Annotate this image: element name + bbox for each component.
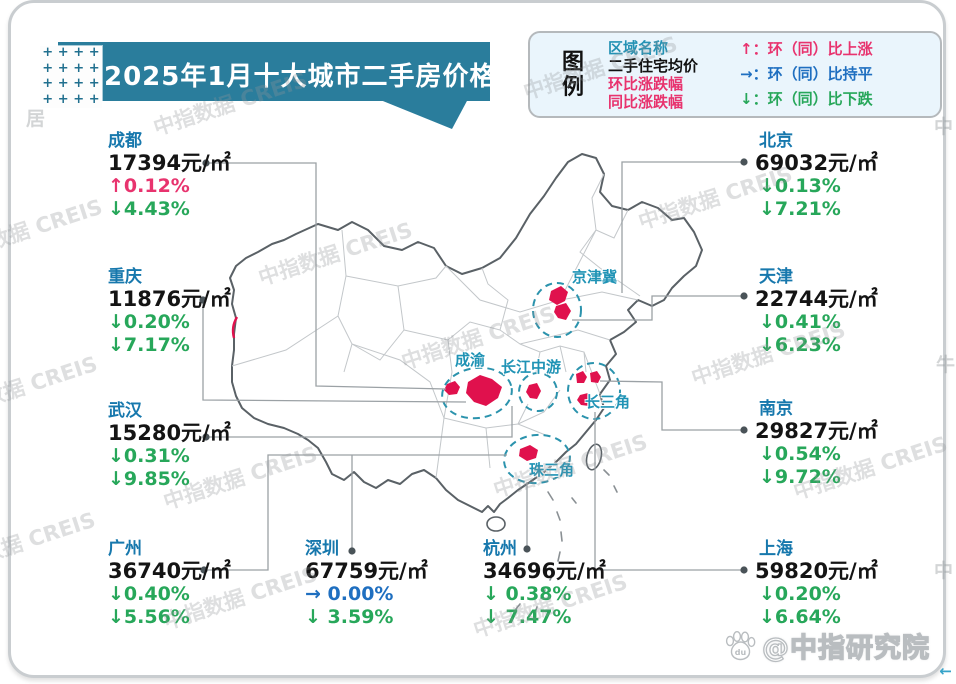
city-yoy: ↓6.23% xyxy=(759,334,841,356)
city-price: 22744元/㎡ xyxy=(755,287,878,311)
city-yoy: ↓ 3.59% xyxy=(305,606,394,628)
legend-field-yoy: 同比涨跌幅 xyxy=(608,92,684,111)
city-mom: ↓0.54% xyxy=(759,443,841,465)
region-label-changjiangzhongyou: 长江中游 xyxy=(501,358,562,376)
legend-field-price: 二手住宅均价 xyxy=(608,56,699,75)
city-block-chengdu: 成都 17394元/㎡ ↑0.12% ↓4.43% xyxy=(108,131,231,221)
city-block-beijing: 北京 69032元/㎡ ↓0.13% ↓7.21% xyxy=(755,131,878,221)
city-price: 29827元/㎡ xyxy=(755,419,878,443)
city-yoy: ↓7.21% xyxy=(759,198,841,220)
city-mom: ↓0.20% xyxy=(108,311,190,333)
city-name: 深圳 xyxy=(305,539,339,559)
city-block-chongqing: 重庆 11876元/㎡ ↓0.20% ↓7.17% xyxy=(108,267,231,357)
south-sea-islands xyxy=(515,469,618,616)
legend-key-up: ↑：环（同）比上涨 xyxy=(740,40,873,58)
legend-field-region: 区域名称 xyxy=(608,38,669,57)
city-price: 59820元/㎡ xyxy=(755,559,878,583)
city-yoy: ↓5.56% xyxy=(108,606,190,628)
hainan-island xyxy=(486,516,506,532)
legend-key-flat: →：环（同）比持平 xyxy=(740,65,873,83)
city-block-hangzhou: 杭州 34696元/㎡ ↓ 0.38% ↓ 7.47% xyxy=(483,539,606,629)
connector-dots xyxy=(199,158,748,574)
city-mom: ↓ 0.38% xyxy=(483,583,572,605)
city-price: 17394元/㎡ xyxy=(108,151,231,175)
city-price: 69032元/㎡ xyxy=(755,151,878,175)
city-mom: ↓0.40% xyxy=(108,583,190,605)
city-block-wuhan: 武汉 15280元/㎡ ↓0.31% ↓9.85% xyxy=(108,401,231,491)
paw-du-label: du xyxy=(735,648,747,657)
legend-fields: 区域名称 二手住宅均价 环比涨跌幅 同比涨跌幅 xyxy=(608,39,740,111)
region-label-zhusanjiao: 珠三角 xyxy=(529,461,575,479)
city-yoy: ↓6.64% xyxy=(759,606,841,628)
title-banner-tail xyxy=(378,99,468,129)
legend-keys: ↑：环（同）比上涨 →：环（同）比持平 ↓：环（同）比下跌 xyxy=(740,37,873,112)
city-mom: ↑0.12% xyxy=(108,175,190,197)
region-label-changsanjiao: 长三角 xyxy=(585,393,631,411)
city-block-shenzhen: 深圳 67759元/㎡ → 0.00% ↓ 3.59% xyxy=(305,539,428,629)
city-name: 北京 xyxy=(759,131,793,151)
corner-arrow-icon: ← xyxy=(939,662,952,680)
city-name: 上海 xyxy=(759,539,793,559)
region-label-jingjinji: 京津冀 xyxy=(572,268,618,286)
city-yoy: ↓ 7.47% xyxy=(483,606,572,628)
plus-decoration: + + + + + + + + + + + + + + + + xyxy=(40,46,102,108)
city-mom: ↓0.31% xyxy=(108,445,190,467)
china-outline xyxy=(229,153,703,513)
city-mom: ↓0.20% xyxy=(759,583,841,605)
region-label-chengyu: 成渝 xyxy=(455,351,486,369)
city-name: 南京 xyxy=(759,399,793,419)
city-name: 武汉 xyxy=(108,401,142,421)
city-mom: → 0.00% xyxy=(305,583,394,605)
page-title: 2025年1月十大城市二手房价格地图 xyxy=(104,62,551,92)
legend-box: 图例 区域名称 二手住宅均价 环比涨跌幅 同比涨跌幅 ↑：环（同）比上涨 →：环… xyxy=(528,31,942,118)
city-mom: ↓0.41% xyxy=(759,311,841,333)
attribution: du @中指研究院 xyxy=(724,626,930,665)
city-price: 34696元/㎡ xyxy=(483,559,606,583)
cluster-ellipses xyxy=(441,282,621,485)
province-borders xyxy=(231,173,641,479)
city-name: 天津 xyxy=(759,267,793,287)
baidu-paw-icon: du xyxy=(725,630,756,660)
city-price: 67759元/㎡ xyxy=(305,559,428,583)
city-yoy: ↓4.43% xyxy=(108,198,190,220)
label-connectors xyxy=(202,161,744,571)
attribution-handle: @中指研究院 xyxy=(761,632,930,664)
city-name: 杭州 xyxy=(483,539,517,559)
city-yoy: ↓9.85% xyxy=(108,468,190,490)
taiwan-island xyxy=(585,443,603,471)
border-red-segment xyxy=(231,316,239,339)
city-block-guangzhou: 广州 36740元/㎡ ↓0.40% ↓5.56% xyxy=(108,539,231,629)
legend-key-down: ↓：环（同）比下跌 xyxy=(740,90,873,108)
city-block-shanghai: 上海 59820元/㎡ ↓0.20% ↓6.64% xyxy=(755,539,878,629)
metro-highlights xyxy=(444,286,601,461)
city-price: 11876元/㎡ xyxy=(108,287,231,311)
city-name: 广州 xyxy=(108,539,142,559)
city-name: 重庆 xyxy=(108,267,142,287)
city-price: 36740元/㎡ xyxy=(108,559,231,583)
title-banner: 2025年1月十大城市二手房价格地图 xyxy=(58,42,549,101)
city-price: 15280元/㎡ xyxy=(108,421,231,445)
city-mom: ↓0.13% xyxy=(759,175,841,197)
legend-field-mom: 环比涨跌幅 xyxy=(608,74,684,93)
city-yoy: ↓9.72% xyxy=(759,466,841,488)
city-yoy: ↓7.17% xyxy=(108,334,190,356)
city-block-tianjin: 天津 22744元/㎡ ↓0.41% ↓6.23% xyxy=(755,267,878,357)
legend-title: 图例 xyxy=(561,49,584,100)
city-name: 成都 xyxy=(108,131,142,151)
city-block-nanjing: 南京 29827元/㎡ ↓0.54% ↓9.72% xyxy=(755,399,878,489)
